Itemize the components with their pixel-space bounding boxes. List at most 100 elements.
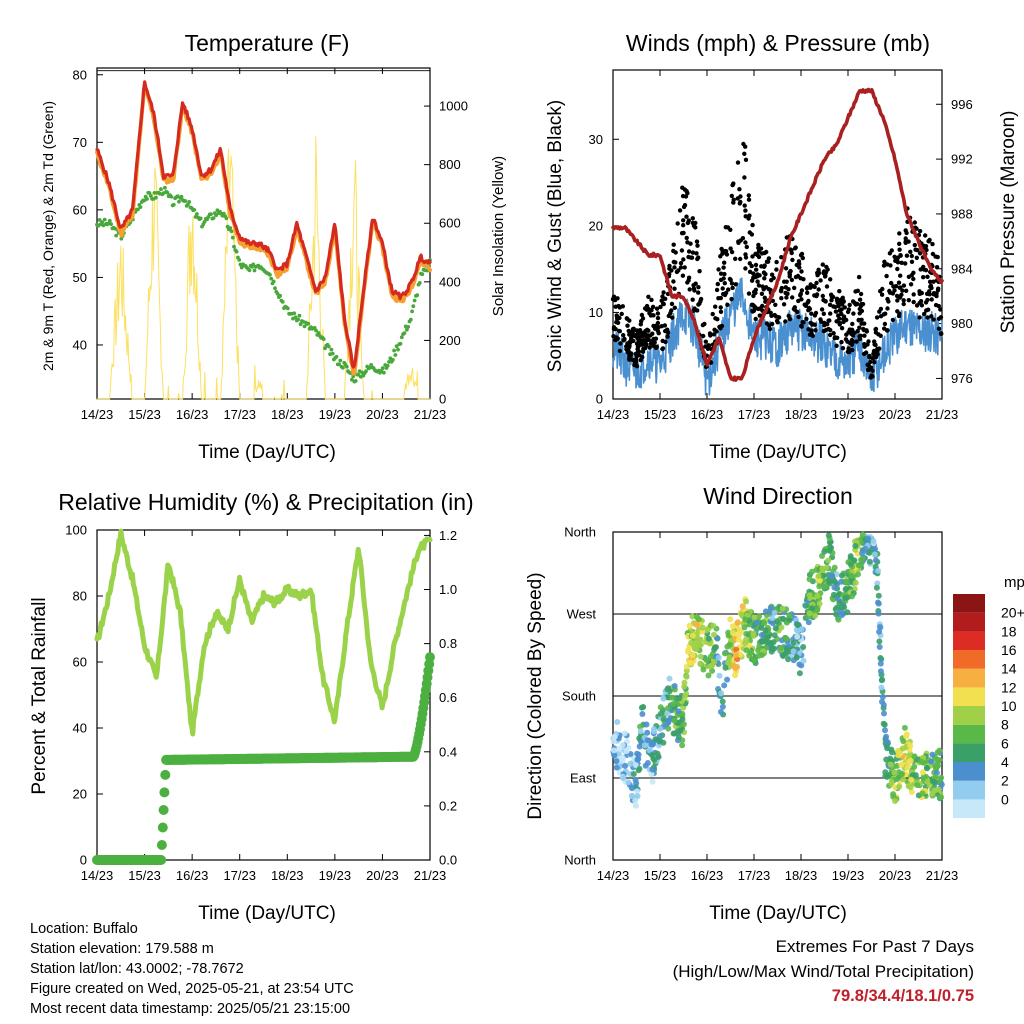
gust-point: [836, 304, 841, 309]
direction-point: [878, 684, 885, 691]
direction-point: [900, 738, 907, 745]
direction-point: [610, 747, 617, 754]
direction-point: [664, 686, 671, 693]
direction-xtick-label: 17/23: [738, 868, 771, 883]
gust-point: [766, 256, 772, 261]
dewpoint-point: [396, 347, 400, 352]
direction-point: [711, 631, 717, 638]
gust-point: [804, 316, 809, 321]
direction-point: [769, 615, 776, 622]
direction-point: [865, 535, 871, 542]
direction-ytick-label: East: [570, 771, 596, 786]
direction-xlabel: Time (Day/UTC): [709, 903, 847, 924]
direction-point: [763, 634, 770, 641]
gust-point: [743, 144, 748, 149]
gust-point: [819, 319, 824, 324]
direction-point: [611, 733, 618, 740]
gust-point: [914, 303, 920, 308]
gust-point: [889, 280, 894, 286]
direction-point: [907, 757, 914, 764]
direction-point: [794, 621, 801, 628]
direction-point: [657, 704, 664, 711]
gust-point: [756, 283, 762, 288]
direction-point: [632, 776, 639, 783]
gust-point: [846, 307, 852, 312]
gust-point: [796, 298, 801, 304]
direction-point: [881, 721, 888, 728]
direction-point: [790, 640, 797, 646]
gust-point: [850, 339, 855, 344]
gust-point: [750, 254, 755, 259]
speed-legend-label: 2: [1001, 773, 1009, 789]
gust-point: [771, 275, 776, 281]
direction-point: [689, 613, 696, 620]
gust-point: [799, 251, 805, 257]
gust-point: [617, 348, 623, 354]
dewpoint-point: [415, 293, 420, 298]
gust-point: [918, 267, 923, 272]
dewpoint-point: [195, 212, 199, 216]
rh-xtick-label: 18/23: [271, 868, 304, 883]
direction-point: [873, 584, 880, 591]
gust-point: [894, 258, 900, 263]
dewpoint-point: [341, 365, 345, 370]
gust-point: [850, 299, 856, 304]
direction-point: [816, 600, 823, 607]
direction-xtick-label: 15/23: [644, 868, 677, 883]
gust-point: [746, 197, 752, 202]
direction-point: [856, 562, 863, 569]
speed-legend-swatch: [953, 799, 985, 818]
gust-point: [729, 193, 734, 199]
direction-point: [866, 549, 873, 556]
station-info: Location: Buffalo Station elevation: 179…: [30, 919, 354, 1019]
direction-point: [715, 654, 722, 661]
direction-point: [929, 751, 936, 758]
gust-point: [804, 286, 810, 291]
direction-point: [908, 789, 915, 795]
direction-point: [758, 638, 765, 645]
direction-point: [900, 776, 907, 783]
gust-point: [802, 302, 807, 307]
direction-point: [761, 620, 768, 627]
direction-point: [637, 723, 644, 730]
direction-point: [750, 630, 757, 637]
gust-point: [715, 281, 720, 287]
gust-point: [855, 328, 860, 334]
gust-point: [639, 319, 644, 324]
dewpoint-point: [392, 348, 396, 353]
direction-point: [771, 632, 778, 639]
direction-ytick-label: North: [564, 853, 596, 868]
gust-point: [660, 294, 665, 299]
gust-point: [742, 151, 747, 156]
rh-ytick-right-label: 0.4: [439, 744, 457, 759]
gust-point: [812, 322, 817, 327]
direction-point: [852, 579, 859, 586]
rh-xtick-label: 17/23: [223, 868, 256, 883]
gust-point: [731, 200, 736, 205]
gust-point: [711, 332, 717, 337]
gust-point: [898, 273, 903, 278]
direction-point: [613, 758, 620, 765]
temp-ytick-left-label: 60: [73, 202, 87, 217]
dewpoint-point: [393, 353, 398, 357]
gust-point: [700, 322, 706, 328]
gust-point: [911, 299, 916, 305]
winds-panel: Winds (mph) & Pressure (mb) 14/23 15/23 16…: [545, 30, 1019, 463]
gust-point: [922, 311, 927, 317]
direction-point: [665, 705, 671, 712]
gust-point: [743, 266, 748, 271]
gust-point: [637, 328, 643, 333]
humidity-title: Relative Humidity (%) & Precipitation (i…: [58, 489, 473, 515]
gust-point: [679, 248, 685, 253]
gust-point: [923, 233, 928, 238]
gust-point: [759, 264, 764, 269]
direction-plot-area: 14/23 15/23 16/23 17/23 18/23 19/23 20/23 21/23…: [562, 525, 958, 884]
direction-point: [649, 766, 656, 773]
dewpoint-point: [296, 317, 300, 322]
gust-point: [901, 301, 906, 307]
gust-point: [654, 344, 659, 349]
gust-point: [697, 269, 702, 274]
gust-point: [890, 317, 896, 323]
direction-point: [929, 790, 936, 797]
direction-point: [831, 584, 838, 591]
